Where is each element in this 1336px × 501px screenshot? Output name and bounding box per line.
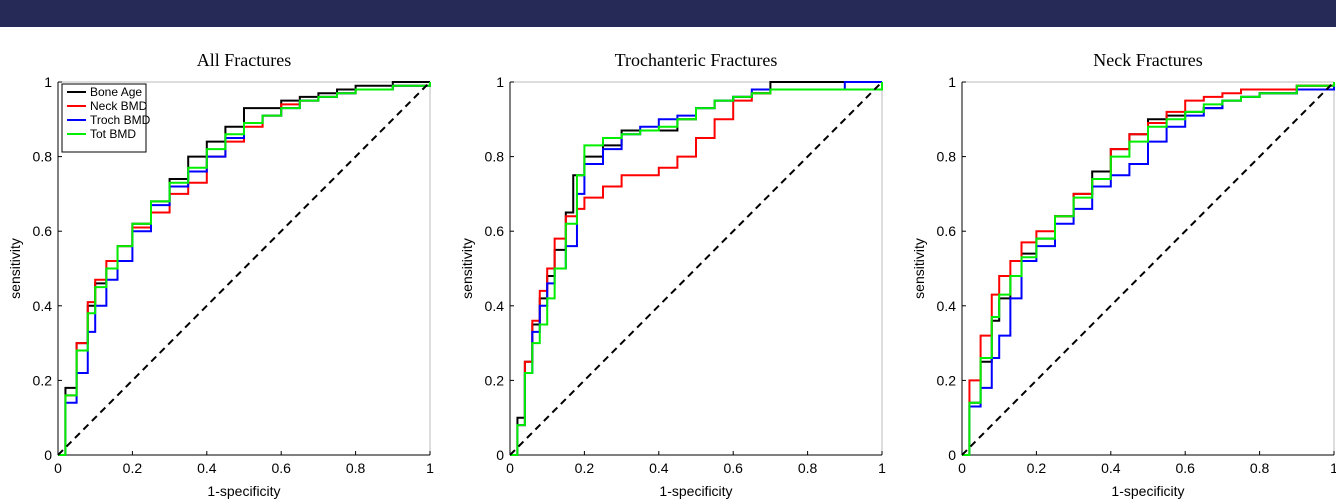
header-banner bbox=[0, 0, 1336, 27]
panel-2-x-tick-label: 0.4 bbox=[649, 460, 669, 476]
panel-2-y-tick-label: 0.6 bbox=[485, 223, 505, 239]
panel-3-y-axis-label: sensitivity bbox=[911, 238, 927, 299]
legend-label-troch-bmd: Troch BMD bbox=[90, 113, 151, 127]
panel-1-y-tick-label: 0 bbox=[44, 447, 52, 463]
panel-3-x-tick-label: 0.2 bbox=[1027, 460, 1047, 476]
panel-1-series-chance-diagonal bbox=[57, 81, 431, 456]
panel-1-y-tick-label: 0.6 bbox=[33, 223, 53, 239]
panel-2-series-chance-diagonal bbox=[509, 81, 883, 456]
panel-3-series-tot-bmd bbox=[962, 82, 1335, 456]
legend-label-neck-bmd: Neck BMD bbox=[90, 99, 148, 113]
panel-3-x-tick-label: 0 bbox=[958, 460, 966, 476]
legend-label-tot-bmd: Tot BMD bbox=[90, 127, 136, 141]
panel-2-y-tick-label: 0.8 bbox=[485, 149, 505, 165]
legend-box bbox=[61, 83, 147, 153]
panel-2-x-tick-label: 1 bbox=[878, 460, 886, 476]
panel-3-series-chance-diagonal bbox=[961, 81, 1335, 456]
panel-2-y-tick-label: 0.2 bbox=[485, 372, 505, 388]
panel-3-y-tick-label: 0.8 bbox=[937, 149, 957, 165]
panel-1-y-tick-label: 1 bbox=[44, 74, 52, 90]
panel-2-x-tick-label: 0 bbox=[506, 460, 514, 476]
panel-3-y-tick-label: 0.4 bbox=[937, 298, 957, 314]
panel-1-y-tick-label: 0.2 bbox=[33, 372, 53, 388]
panel-1-x-tick-label: 1 bbox=[426, 460, 434, 476]
panel-2-y-tick-label: 0 bbox=[496, 447, 504, 463]
panel-3-title: Neck Fractures bbox=[1093, 50, 1202, 70]
panel-3-y-tick-label: 1 bbox=[948, 74, 956, 90]
panel-3-y-tick-label: 0.2 bbox=[937, 372, 957, 388]
panel-2-x-tick-label: 0.2 bbox=[575, 460, 595, 476]
panel-2-series-neck-bmd bbox=[510, 82, 883, 456]
panel-2-y-tick-label: 0.4 bbox=[485, 298, 505, 314]
panel-2-y-axis-label: sensitivity bbox=[459, 238, 475, 299]
panel-1-title: All Fractures bbox=[197, 50, 291, 70]
panel-2-x-tick-label: 0.8 bbox=[798, 460, 818, 476]
panel-2-series-tot-bmd bbox=[510, 82, 883, 456]
panel-1-x-axis-label: 1-specificity bbox=[207, 483, 280, 499]
panel-1-x-tick-label: 0.8 bbox=[346, 460, 366, 476]
panel-1-series-bone-age bbox=[58, 81, 430, 456]
panel-1-x-tick-label: 0.4 bbox=[197, 460, 217, 476]
panel-1-y-axis-label: sensitivity bbox=[7, 238, 23, 299]
panel-1-x-tick-label: 0 bbox=[54, 460, 62, 476]
panel-3-y-tick-label: 0.6 bbox=[937, 223, 957, 239]
panel-1-x-tick-label: 0.2 bbox=[123, 460, 143, 476]
panel-1-y-tick-label: 0.8 bbox=[33, 149, 53, 165]
panel-3-x-axis-label: 1-specificity bbox=[1111, 483, 1184, 499]
legend-label-bone-age: Bone Age bbox=[90, 85, 142, 99]
panel-3-y-tick-label: 0 bbox=[948, 447, 956, 463]
panel-1-series-tot-bmd bbox=[58, 82, 431, 456]
panel-2-title: Trochanteric Fractures bbox=[615, 50, 778, 70]
panel-2-x-axis-label: 1-specificity bbox=[659, 483, 732, 499]
panel-3-x-tick-label: 0.8 bbox=[1250, 460, 1270, 476]
panel-2-x-tick-label: 0.6 bbox=[723, 460, 743, 476]
panel-1-y-tick-label: 0.4 bbox=[33, 298, 53, 314]
panel-3-x-tick-label: 1 bbox=[1330, 460, 1336, 476]
panel-3-x-tick-label: 0.4 bbox=[1101, 460, 1121, 476]
panel-2-y-tick-label: 1 bbox=[496, 74, 504, 90]
panel-3-x-tick-label: 0.6 bbox=[1175, 460, 1195, 476]
panel-1-x-tick-label: 0.6 bbox=[271, 460, 291, 476]
